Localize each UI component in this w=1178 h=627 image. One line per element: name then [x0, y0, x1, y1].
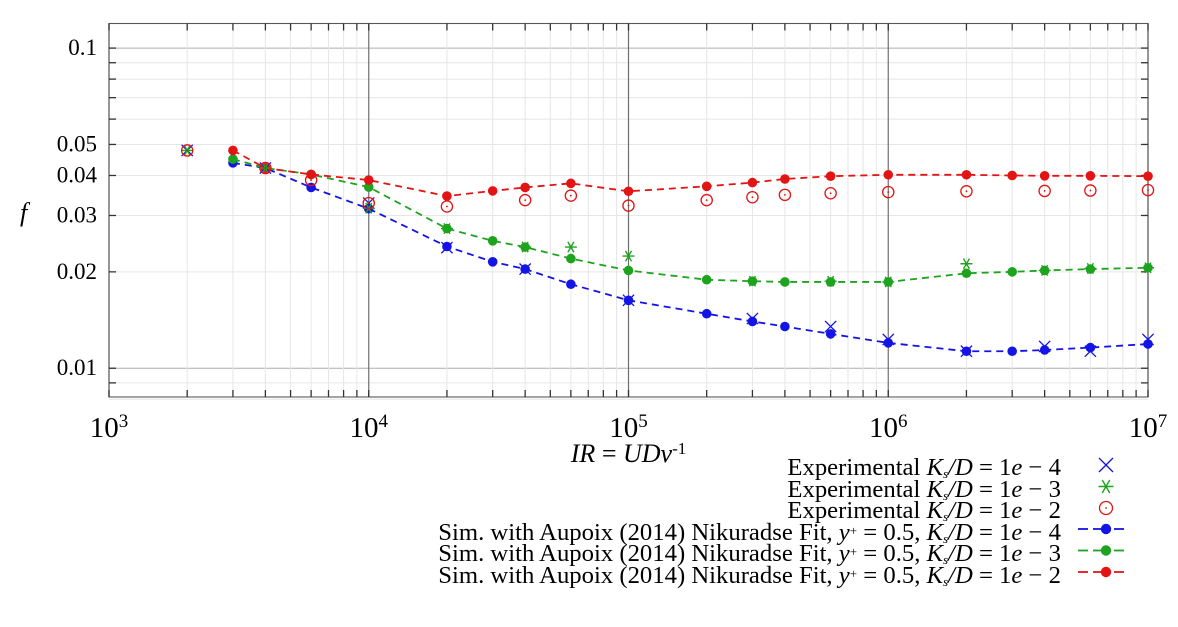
- svg-text:0.1: 0.1: [68, 35, 97, 60]
- svg-text:0.05: 0.05: [57, 131, 97, 156]
- svg-text:0.02: 0.02: [57, 259, 97, 284]
- svg-text:0.03: 0.03: [57, 202, 97, 227]
- svg-text:0.01: 0.01: [57, 355, 97, 380]
- svg-text:0.04: 0.04: [57, 162, 98, 187]
